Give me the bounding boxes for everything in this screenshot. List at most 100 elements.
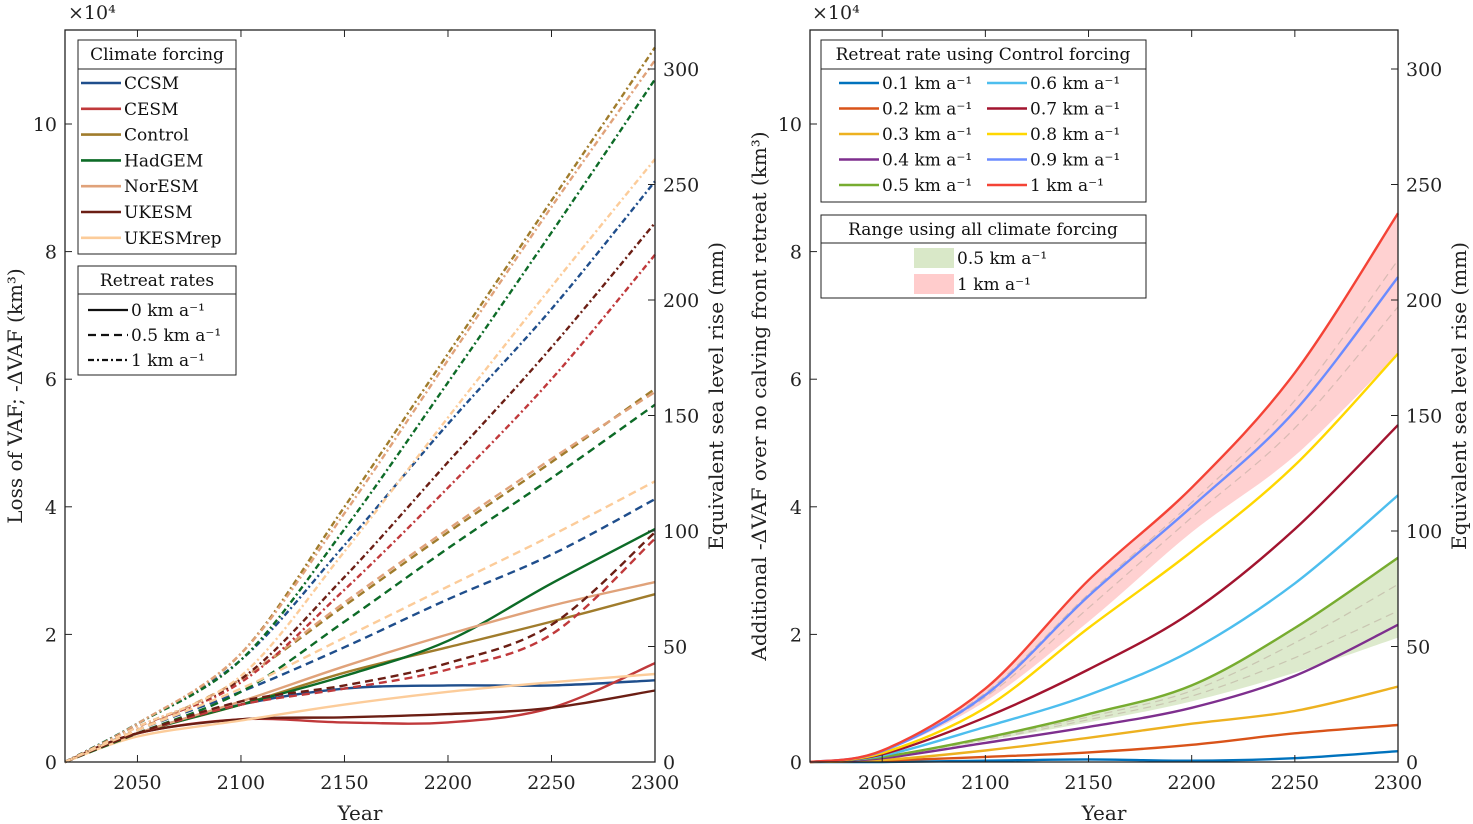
y-tick-label-right: 250 [663, 175, 699, 197]
series-line [64, 593, 656, 764]
y-tick-label: 6 [790, 369, 802, 391]
range-member-line [809, 306, 1399, 763]
x-tick-label: 2250 [527, 772, 575, 794]
y-tick-label-right: 150 [663, 406, 699, 428]
series-line [809, 494, 1399, 764]
y-tick-label: 0 [790, 752, 802, 774]
x-tick-label: 2200 [1168, 772, 1216, 794]
series-line [64, 679, 656, 764]
legend-range-all-forcing: Range using all climate forcing 0.5 km a… [820, 214, 1147, 299]
y-tick-label: 4 [790, 497, 802, 519]
series-line [809, 556, 1399, 764]
legend-entry-label: NorESM [124, 177, 199, 197]
x-tick-label: 2250 [1271, 772, 1319, 794]
series-line [64, 672, 656, 764]
y-tick-label: 2 [45, 624, 57, 646]
legend-retreat-rates: Retreat rates 0 km a⁻¹ 0.5 km a⁻¹ 1 km a⁻¹ [77, 265, 237, 376]
legend-entry-label: 0.5 km a⁻¹ [957, 249, 1047, 269]
right-chart-panel: 2050 2100 2150 2200 2250 2300 0 2 4 6 8 10 0 50 100 1… [747, 2, 1471, 824]
series-line [809, 352, 1399, 764]
legend-title: Climate forcing [90, 45, 224, 65]
x-tick-label: 2200 [424, 772, 472, 794]
series-line [64, 158, 656, 764]
y-tick-label-right: 0 [1406, 752, 1418, 774]
left-x-axis-label: Year [337, 801, 383, 824]
right-plot-frame [809, 29, 1399, 763]
x-tick-label: 2100 [961, 772, 1009, 794]
series-line [64, 59, 656, 764]
legend-swatch [914, 274, 954, 294]
left-y-axis-label-right: Equivalent sea level rise (mm) [704, 242, 728, 550]
legend-entry-label: 0.5 km a⁻¹ [131, 326, 221, 346]
y-tick-label-right: 100 [1406, 521, 1442, 543]
y-tick-label-right: 50 [1406, 637, 1430, 659]
x-tick-label: 2100 [217, 772, 265, 794]
legend-entry-label: 1 km a⁻¹ [957, 275, 1031, 295]
legend-entry-label: 1 km a⁻¹ [1030, 176, 1104, 196]
x-tick-label: 2150 [320, 772, 368, 794]
legend-entry-label: 0.7 km a⁻¹ [1030, 100, 1120, 120]
y-tick-label-right: 150 [1406, 406, 1442, 428]
range-band [810, 557, 1398, 762]
x-tick-label: 2300 [1374, 772, 1422, 794]
series-line [809, 212, 1400, 764]
legend-entry-label: Control [124, 126, 189, 146]
legend-swatch [914, 248, 954, 268]
y-tick-label-right: 300 [663, 59, 699, 81]
legend-entry-label: CESM [124, 100, 178, 120]
legend-control-forcing: Retreat rate using Control forcing 0.1 k… [820, 39, 1147, 203]
right-series-lines [809, 212, 1400, 764]
x-tick-label: 2050 [858, 772, 906, 794]
y-tick-label-right: 250 [1406, 175, 1442, 197]
y-tick-label-right: 0 [663, 752, 675, 774]
x-tick-label: 2150 [1064, 772, 1112, 794]
y-tick-label-right: 200 [663, 290, 699, 312]
legend-entry-label: CCSM [124, 74, 179, 94]
left-y-axis-label: Loss of VAF; -ΔVAF (km³) [3, 268, 27, 523]
left-series-lines [64, 46, 656, 764]
series-line [64, 531, 656, 764]
left-plot-frame [64, 29, 656, 763]
legend-entry-label: HadGEM [124, 151, 203, 171]
legend-entry-label: 0.2 km a⁻¹ [882, 100, 972, 120]
series-line [809, 623, 1399, 764]
series-line [64, 661, 656, 764]
legend-title: Retreat rates [100, 271, 214, 291]
series-line [809, 685, 1399, 764]
right-y-multiplier: ×10⁴ [812, 2, 860, 24]
legend-entry-label: 0.6 km a⁻¹ [1030, 74, 1120, 94]
y-tick-label-right: 100 [663, 521, 699, 543]
y-tick-label-right: 300 [1406, 59, 1442, 81]
y-tick-label: 2 [790, 624, 802, 646]
right-x-axis-label: Year [1081, 801, 1127, 824]
left-chart-panel: 2050 2100 2150 2200 2250 2300 0 2 4 6 8 10 0 50 100 1… [3, 2, 728, 824]
left-y-multiplier: ×10⁴ [68, 2, 116, 24]
legend-title: Range using all climate forcing [848, 220, 1118, 240]
x-tick-label: 2300 [631, 772, 679, 794]
legend-entry-label: 0.1 km a⁻¹ [882, 74, 972, 94]
legend-entry-label: 1 km a⁻¹ [131, 351, 205, 371]
y-tick-label: 8 [45, 242, 57, 264]
legend-entry-label: 0.9 km a⁻¹ [1030, 151, 1120, 171]
legend-entry-label: 0.3 km a⁻¹ [882, 125, 972, 145]
y-tick-label: 4 [45, 497, 57, 519]
legend-entry-label: UKESMrep [124, 229, 222, 249]
y-tick-label: 10 [778, 114, 802, 136]
legend-entry-label: 0.4 km a⁻¹ [882, 151, 972, 171]
right-y-axis-label: Additional -ΔVAF over no calving front r… [747, 131, 771, 661]
legend-entry-label: 0 km a⁻¹ [131, 301, 205, 321]
y-tick-label: 0 [45, 752, 57, 774]
y-tick-label: 6 [45, 369, 57, 391]
y-tick-label: 8 [790, 242, 802, 264]
legend-title: Retreat rate using Control forcing [836, 45, 1131, 65]
legend-climate-forcing: Climate forcing CCSM CESM Control HadGEM Nor… [77, 39, 237, 255]
legend-entry-label: 0.5 km a⁻¹ [882, 176, 972, 196]
y-tick-label-right: 200 [1406, 290, 1442, 312]
legend-entry-label: UKESM [124, 203, 193, 223]
right-y-axis-label-right: Equivalent sea level rise (mm) [1447, 242, 1471, 550]
range-member-line [809, 259, 1399, 763]
legend-entry-label: 0.8 km a⁻¹ [1030, 125, 1120, 145]
series-line [809, 424, 1399, 764]
x-tick-label: 2050 [113, 772, 161, 794]
